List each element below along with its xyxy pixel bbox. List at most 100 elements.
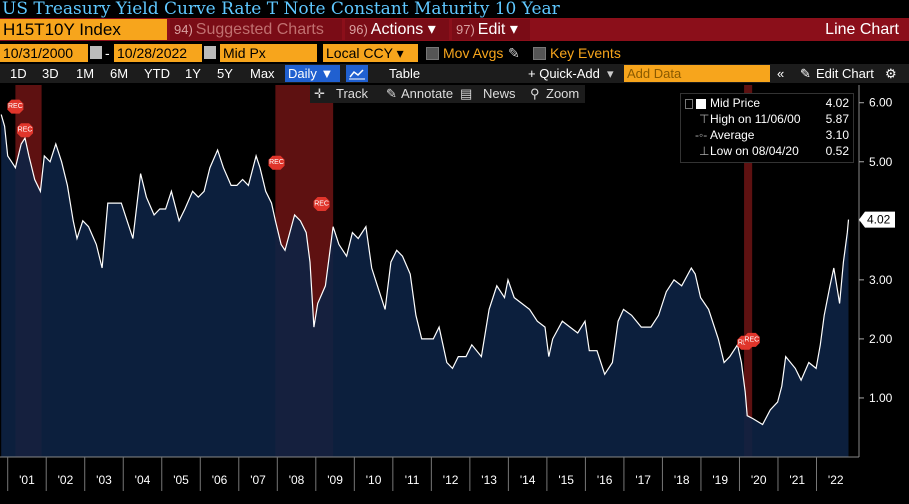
range-1d[interactable]: 1D — [10, 66, 27, 81]
pencil-icon[interactable]: ✎ — [800, 66, 811, 81]
x-tick-label: '22 — [828, 473, 844, 487]
news-button[interactable]: News — [483, 86, 516, 101]
line-chart-icon[interactable] — [346, 65, 368, 82]
x-tick-label: '07 — [250, 473, 266, 487]
legend-label: High on 11/06/00 — [710, 112, 801, 126]
rec-marker — [7, 99, 24, 114]
currency-dropdown[interactable]: Local CCY ▾ — [323, 44, 418, 62]
frequency-dropdown[interactable]: Daily ▼ — [285, 65, 340, 82]
mov-avgs-label: Mov Avgs — [443, 45, 504, 61]
x-tick-label: '14 — [520, 473, 536, 487]
x-tick-label: '16 — [597, 473, 613, 487]
start-date-field[interactable]: 10/31/2000 — [0, 44, 88, 62]
collapse-icon[interactable]: « — [777, 66, 785, 81]
chevron-down-icon: ▾ — [396, 45, 404, 61]
chevron-down-icon[interactable]: ▾ — [607, 66, 614, 81]
x-tick-label: '21 — [789, 473, 805, 487]
end-date-field[interactable]: 10/28/2022 — [114, 44, 202, 62]
rec-marker — [268, 155, 285, 170]
chevron-down-icon: ▼ — [320, 66, 334, 81]
x-tick-label: '13 — [481, 473, 497, 487]
key-events-label: Key Events — [550, 45, 621, 61]
annotate-button[interactable]: Annotate — [401, 86, 454, 101]
last-value-tag — [859, 211, 895, 228]
y-tick-label: 1.00 — [869, 391, 893, 405]
rec-marker — [743, 332, 760, 347]
zoom-icon[interactable]: ⚲ — [530, 86, 540, 101]
rec-marker — [17, 123, 34, 138]
suggested-label: Suggested Charts — [195, 21, 324, 38]
add-data-input[interactable]: Add Data — [624, 65, 770, 82]
range-6m[interactable]: 6M — [110, 66, 129, 81]
line-chart[interactable]: RECRECRECRECRECREC1.002.003.004.005.006.… — [0, 85, 909, 504]
suggested-num: 94) — [174, 22, 193, 37]
y-tick-label: 5.00 — [869, 155, 893, 169]
series-line — [0, 114, 850, 426]
legend-low: ⊥ Low on 08/04/20 0.52 — [681, 144, 853, 159]
range-row: 1D 3D 1M 6M YTD 1Y 5Y Max Daily ▼ Table … — [0, 64, 909, 83]
x-axis-panel — [0, 457, 909, 504]
rec-label: REC — [744, 336, 759, 343]
calendar-icon[interactable] — [204, 46, 216, 59]
chart-area[interactable]: RECRECRECRECRECREC1.002.003.004.005.006.… — [0, 85, 909, 504]
table-button[interactable]: Table — [389, 66, 421, 81]
series-area — [1, 114, 849, 457]
x-tick-label: '15 — [558, 473, 574, 487]
x-tick-label: '09 — [327, 473, 343, 487]
x-tick-label: '02 — [58, 473, 74, 487]
rec-marker — [313, 197, 330, 212]
x-tick-label: '17 — [635, 473, 651, 487]
x-tick-label: '20 — [751, 473, 767, 487]
edit-chart-button[interactable]: Edit Chart — [816, 66, 874, 81]
average-marker-icon: -◦- — [695, 128, 708, 142]
rec-label: REC — [314, 201, 329, 208]
track-button[interactable]: Track — [336, 86, 369, 101]
range-max[interactable]: Max — [250, 66, 275, 81]
range-1m[interactable]: 1M — [76, 66, 95, 81]
x-tick-label: '05 — [173, 473, 189, 487]
range-3d[interactable]: 3D — [42, 66, 59, 81]
quick-add-button[interactable]: + Quick-Add — [528, 66, 600, 81]
crosshair-icon[interactable]: ✛ — [314, 86, 325, 101]
frequency-label: Daily — [288, 66, 317, 81]
recession-band — [744, 85, 753, 457]
x-tick-label: '10 — [366, 473, 382, 487]
range-1y[interactable]: 1Y — [185, 66, 201, 81]
edit-num: 97) — [456, 22, 475, 37]
legend-mid-price: Mid Price 4.02 — [681, 96, 853, 111]
pencil-icon[interactable]: ✎ — [508, 45, 520, 61]
price-field-dropdown[interactable]: Mid Px — [220, 44, 317, 62]
news-icon[interactable]: ▤ — [460, 86, 473, 101]
legend-toggle-icon[interactable] — [685, 99, 693, 109]
x-tick-label: '03 — [96, 473, 112, 487]
legend-swatch — [696, 99, 706, 109]
x-tick-label: '06 — [212, 473, 228, 487]
mov-avgs-checkbox[interactable] — [426, 47, 439, 60]
legend-label: Mid Price — [710, 96, 761, 110]
annotate-icon[interactable]: ✎ — [386, 86, 397, 101]
ticker-field[interactable]: H15T10Y Index — [0, 19, 167, 40]
rec-label: REC — [8, 103, 23, 110]
gear-icon[interactable]: ⚙ — [885, 66, 897, 81]
range-ytd[interactable]: YTD — [144, 66, 170, 81]
calendar-icon[interactable] — [90, 46, 102, 59]
y-tick-label: 3.00 — [869, 273, 893, 287]
actions-button[interactable]: 96) Actions ▾ — [345, 19, 449, 40]
low-marker-icon: ⊥ — [699, 144, 710, 158]
page-title: US Treasury Yield Curve Rate T Note Cons… — [2, 0, 560, 19]
legend-value: 3.10 — [825, 128, 849, 142]
key-events-checkbox[interactable] — [533, 47, 546, 60]
x-tick-label: '12 — [443, 473, 459, 487]
legend-average: -◦- Average 3.10 — [681, 128, 853, 143]
y-tick-label: 2.00 — [869, 332, 893, 346]
y-axis-panel — [859, 85, 909, 504]
legend-value: 4.02 — [825, 96, 849, 110]
actions-num: 96) — [349, 22, 368, 37]
range-5y[interactable]: 5Y — [217, 66, 233, 81]
suggested-charts-button[interactable]: 94) Suggested Charts — [170, 19, 342, 40]
edit-button[interactable]: 97) Edit ▾ — [452, 19, 530, 40]
x-tick-label: '18 — [674, 473, 690, 487]
zoom-button[interactable]: Zoom — [546, 86, 580, 101]
actions-label: Actions — [370, 21, 424, 38]
currency-label: Local CCY — [326, 45, 393, 61]
